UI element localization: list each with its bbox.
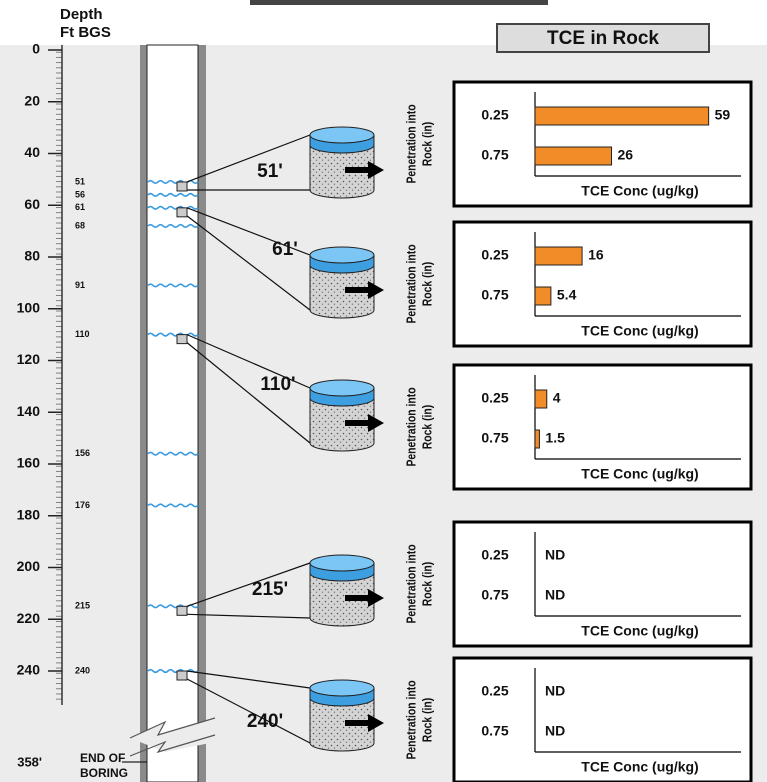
value-label: 59 [715, 107, 731, 123]
y-axis-label: Penetration into [404, 544, 418, 623]
sample-label: 61' [272, 239, 298, 260]
x-axis-label: TCE Conc (ug/kg) [581, 759, 698, 775]
tick-label: 240 [17, 662, 41, 678]
bar [535, 247, 582, 265]
y-axis-label: Rock (in) [420, 562, 434, 607]
tick-label: 40 [24, 144, 40, 160]
category-label: 0.75 [481, 587, 508, 603]
bar [535, 430, 539, 448]
fracture-label: 215 [75, 601, 90, 611]
x-axis-label: TCE Conc (ug/kg) [581, 183, 698, 199]
tick-label: 220 [17, 610, 41, 626]
x-axis-label: TCE Conc (ug/kg) [581, 323, 698, 339]
category-label: 0.75 [481, 147, 508, 163]
x-axis-label: TCE Conc (ug/kg) [581, 623, 698, 639]
fracture-label: 51 [75, 176, 85, 186]
value-label: ND [545, 547, 565, 563]
category-label: 0.25 [481, 547, 508, 563]
top-bar [250, 0, 548, 5]
category-label: 0.25 [481, 390, 508, 406]
diagram: TCE in Rock Depth Ft BGS 358' END OF BOR… [0, 0, 767, 782]
fracture-label: 61 [75, 202, 85, 212]
y-axis-label: Penetration into [404, 680, 418, 759]
fracture-label: 56 [75, 189, 85, 199]
bar [535, 390, 547, 408]
fracture-label: 176 [75, 500, 90, 510]
y-axis-label: Rock (in) [420, 262, 434, 307]
bar [535, 107, 709, 125]
ruler-ticks [56, 48, 62, 703]
core-top [310, 247, 374, 263]
tick-label: 0 [32, 41, 40, 57]
tick-label: 80 [24, 248, 40, 264]
value-label: ND [545, 723, 565, 739]
core-top [310, 680, 374, 696]
end-depth: 358' [17, 754, 42, 769]
tick-label: 200 [17, 558, 41, 574]
y-axis-label: Rock (in) [420, 405, 434, 450]
sample [177, 182, 187, 191]
core-top [310, 127, 374, 143]
sample [177, 335, 187, 344]
end-text: END OF [80, 751, 125, 765]
category-label: 0.75 [481, 430, 508, 446]
y-axis-label: Rock (in) [420, 698, 434, 743]
sample [177, 671, 187, 680]
sample [177, 606, 187, 615]
tick-label: 60 [24, 196, 40, 212]
value-label: ND [545, 587, 565, 603]
title: TCE in Rock [547, 28, 659, 49]
tick-label: 140 [17, 403, 41, 419]
y-axis-label: Penetration into [404, 387, 418, 466]
axis-label: Ft BGS [60, 24, 111, 41]
bar [535, 147, 612, 165]
core-top [310, 380, 374, 396]
category-label: 0.25 [481, 107, 508, 123]
core-top [310, 555, 374, 571]
sample-label: 110' [260, 374, 295, 395]
y-axis-label: Penetration into [404, 104, 418, 183]
category-label: 0.25 [481, 683, 508, 699]
fracture-label: 240 [75, 665, 90, 675]
tick-label: 160 [17, 455, 41, 471]
tick-label: 120 [17, 351, 41, 367]
sample-label: 215' [252, 579, 288, 600]
value-label: 26 [618, 147, 634, 163]
tick-label: 20 [24, 92, 40, 108]
fracture-label: 156 [75, 448, 90, 458]
value-label: 16 [588, 247, 604, 263]
category-label: 0.75 [481, 723, 508, 739]
category-label: 0.25 [481, 247, 508, 263]
fracture-label: 91 [75, 280, 85, 290]
value-label: 1.5 [545, 430, 565, 446]
bar [535, 287, 551, 305]
tick-label: 100 [17, 299, 41, 315]
sample [177, 208, 187, 217]
y-axis-label: Penetration into [404, 244, 418, 323]
fracture-label: 68 [75, 220, 85, 230]
x-axis-label: TCE Conc (ug/kg) [581, 466, 698, 482]
value-label: 4 [553, 390, 561, 406]
y-axis-label: Rock (in) [420, 122, 434, 167]
value-label: 5.4 [557, 287, 577, 303]
end-text: BORING [80, 766, 128, 780]
value-label: ND [545, 683, 565, 699]
tick-label: 180 [17, 506, 41, 522]
sample-label: 51' [257, 161, 283, 182]
axis-label: Depth [60, 6, 103, 23]
fracture-label: 110 [75, 329, 90, 339]
category-label: 0.75 [481, 287, 508, 303]
sample-label: 240' [247, 711, 283, 732]
